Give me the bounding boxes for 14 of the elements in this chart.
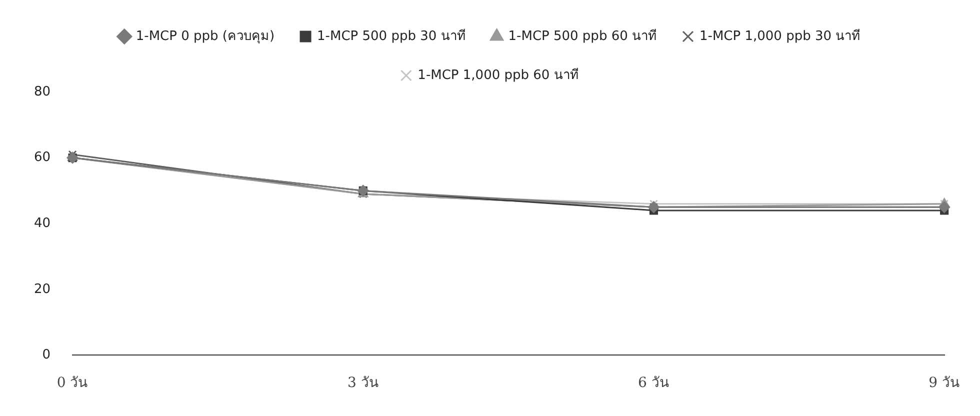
x-tick-label: 0 วัน	[56, 375, 88, 392]
legend-label: 1-MCP 0 ppb (ควบคุม)	[136, 28, 275, 44]
y-tick-label: 80	[34, 84, 51, 100]
legend-label: 1-MCP 500 ppb 30 นาที	[317, 28, 466, 44]
x-tick-label: 6 วัน	[638, 375, 670, 392]
y-tick-label: 0	[42, 348, 51, 363]
y-tick-label: 60	[34, 150, 51, 166]
legend-label: 1-MCP 1,000 ppb 60 นาที	[418, 66, 579, 83]
y-tick-label: 20	[34, 282, 51, 297]
y-tick-label: 40	[34, 216, 51, 231]
x-tick-label: 3 วัน	[347, 375, 379, 392]
legend-label: 1-MCP 500 ppb 60 นาที	[508, 28, 658, 44]
legend-label: 1-MCP 1,000 ppb 30 นาที	[699, 28, 861, 44]
x-tick-label: 9 วัน	[928, 375, 960, 392]
